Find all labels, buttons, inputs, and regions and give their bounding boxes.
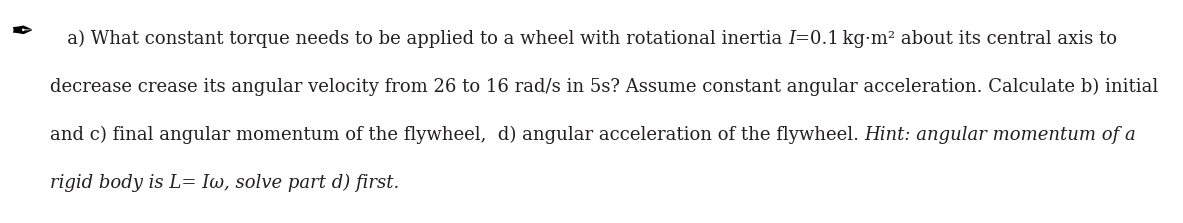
Text: and c) final angular momentum of the flywheel,  d) angular acceleration of the f: and c) final angular momentum of the fly… bbox=[50, 126, 865, 144]
Text: ✒: ✒ bbox=[9, 18, 33, 46]
Text: a) What constant torque needs to be applied to a wheel with rotational inertia: a) What constant torque needs to be appl… bbox=[50, 30, 788, 48]
Text: Hint: angular momentum of a: Hint: angular momentum of a bbox=[865, 126, 1137, 144]
Text: =0.1 kg·m² about its central axis to: =0.1 kg·m² about its central axis to bbox=[795, 30, 1117, 48]
Text: decrease crease its angular velocity from 26 to 16 rad/s in 5s? Assume constant : decrease crease its angular velocity fro… bbox=[50, 78, 1158, 96]
Text: I: I bbox=[788, 30, 795, 48]
Text: rigid body is L= Iω, solve part d) first.: rigid body is L= Iω, solve part d) first… bbox=[50, 174, 399, 192]
